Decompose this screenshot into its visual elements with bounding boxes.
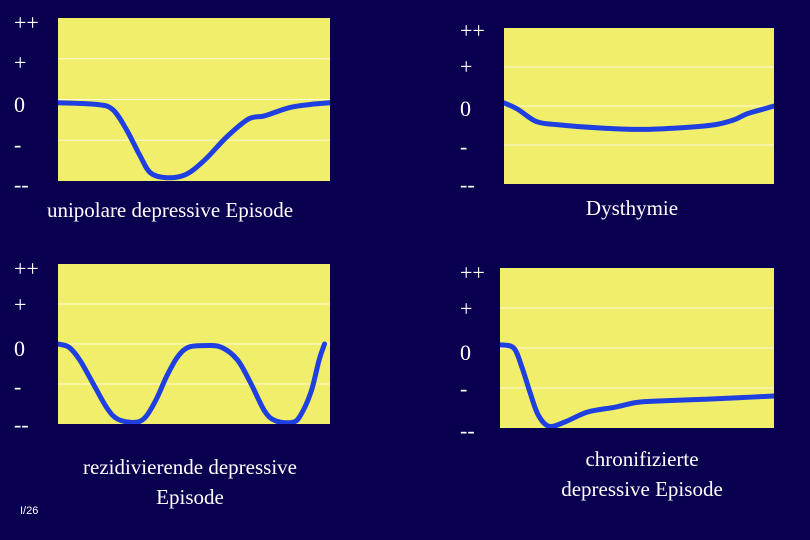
- ylabel-zero: 0: [460, 340, 471, 365]
- mood-curve: [500, 342, 774, 428]
- curve-chart: [58, 303, 330, 424]
- ylabel-zero: 0: [14, 92, 25, 117]
- plot-area: [500, 268, 774, 428]
- curve-chart: [504, 66, 774, 146]
- caption-dysthymie: Dysthymie: [585, 196, 679, 220]
- mood-curve: [504, 100, 774, 132]
- ylabel-minus: -: [14, 132, 22, 157]
- plot-area: [504, 28, 774, 184]
- plot-area: [58, 18, 330, 181]
- caption-text: rezidivierende depressive Episode: [83, 455, 297, 509]
- ylabel-minus: -: [460, 376, 468, 401]
- ylabel-minus-minus: --: [14, 412, 29, 437]
- ylabel-plus: +: [14, 292, 27, 317]
- slide-number: I/26: [20, 505, 39, 517]
- caption-unipolar: unipolare depressive Episode: [46, 198, 294, 222]
- ylabel-minus: -: [14, 374, 22, 399]
- mood-curve: [58, 341, 328, 424]
- curve-chart: [58, 58, 330, 181]
- ylabel-plus-plus: ++: [14, 10, 39, 35]
- curve-chart: [500, 307, 774, 428]
- caption-rezidivierend: rezidivierende depressive Episode: [80, 452, 300, 512]
- ylabel-zero: 0: [14, 336, 25, 361]
- ylabel-minus: -: [460, 134, 468, 159]
- plot-area: [58, 264, 330, 424]
- ylabel-plus-plus: ++: [460, 260, 485, 285]
- ylabel-minus-minus: --: [460, 418, 475, 443]
- ylabel-plus-plus: ++: [14, 256, 39, 281]
- mood-curve: [58, 100, 330, 181]
- ylabel-minus-minus: --: [14, 172, 29, 197]
- ylabel-plus-plus: ++: [460, 18, 485, 43]
- ylabel-plus: +: [14, 50, 27, 75]
- ylabel-plus: +: [460, 296, 473, 321]
- ylabel-minus-minus: --: [460, 172, 475, 197]
- ylabel-plus: +: [460, 54, 473, 79]
- ylabel-zero: 0: [460, 96, 471, 121]
- caption-chronifiziert: chronifizierte depressive Episode: [540, 444, 744, 504]
- caption-text: chronifizierte depressive Episode: [561, 447, 723, 501]
